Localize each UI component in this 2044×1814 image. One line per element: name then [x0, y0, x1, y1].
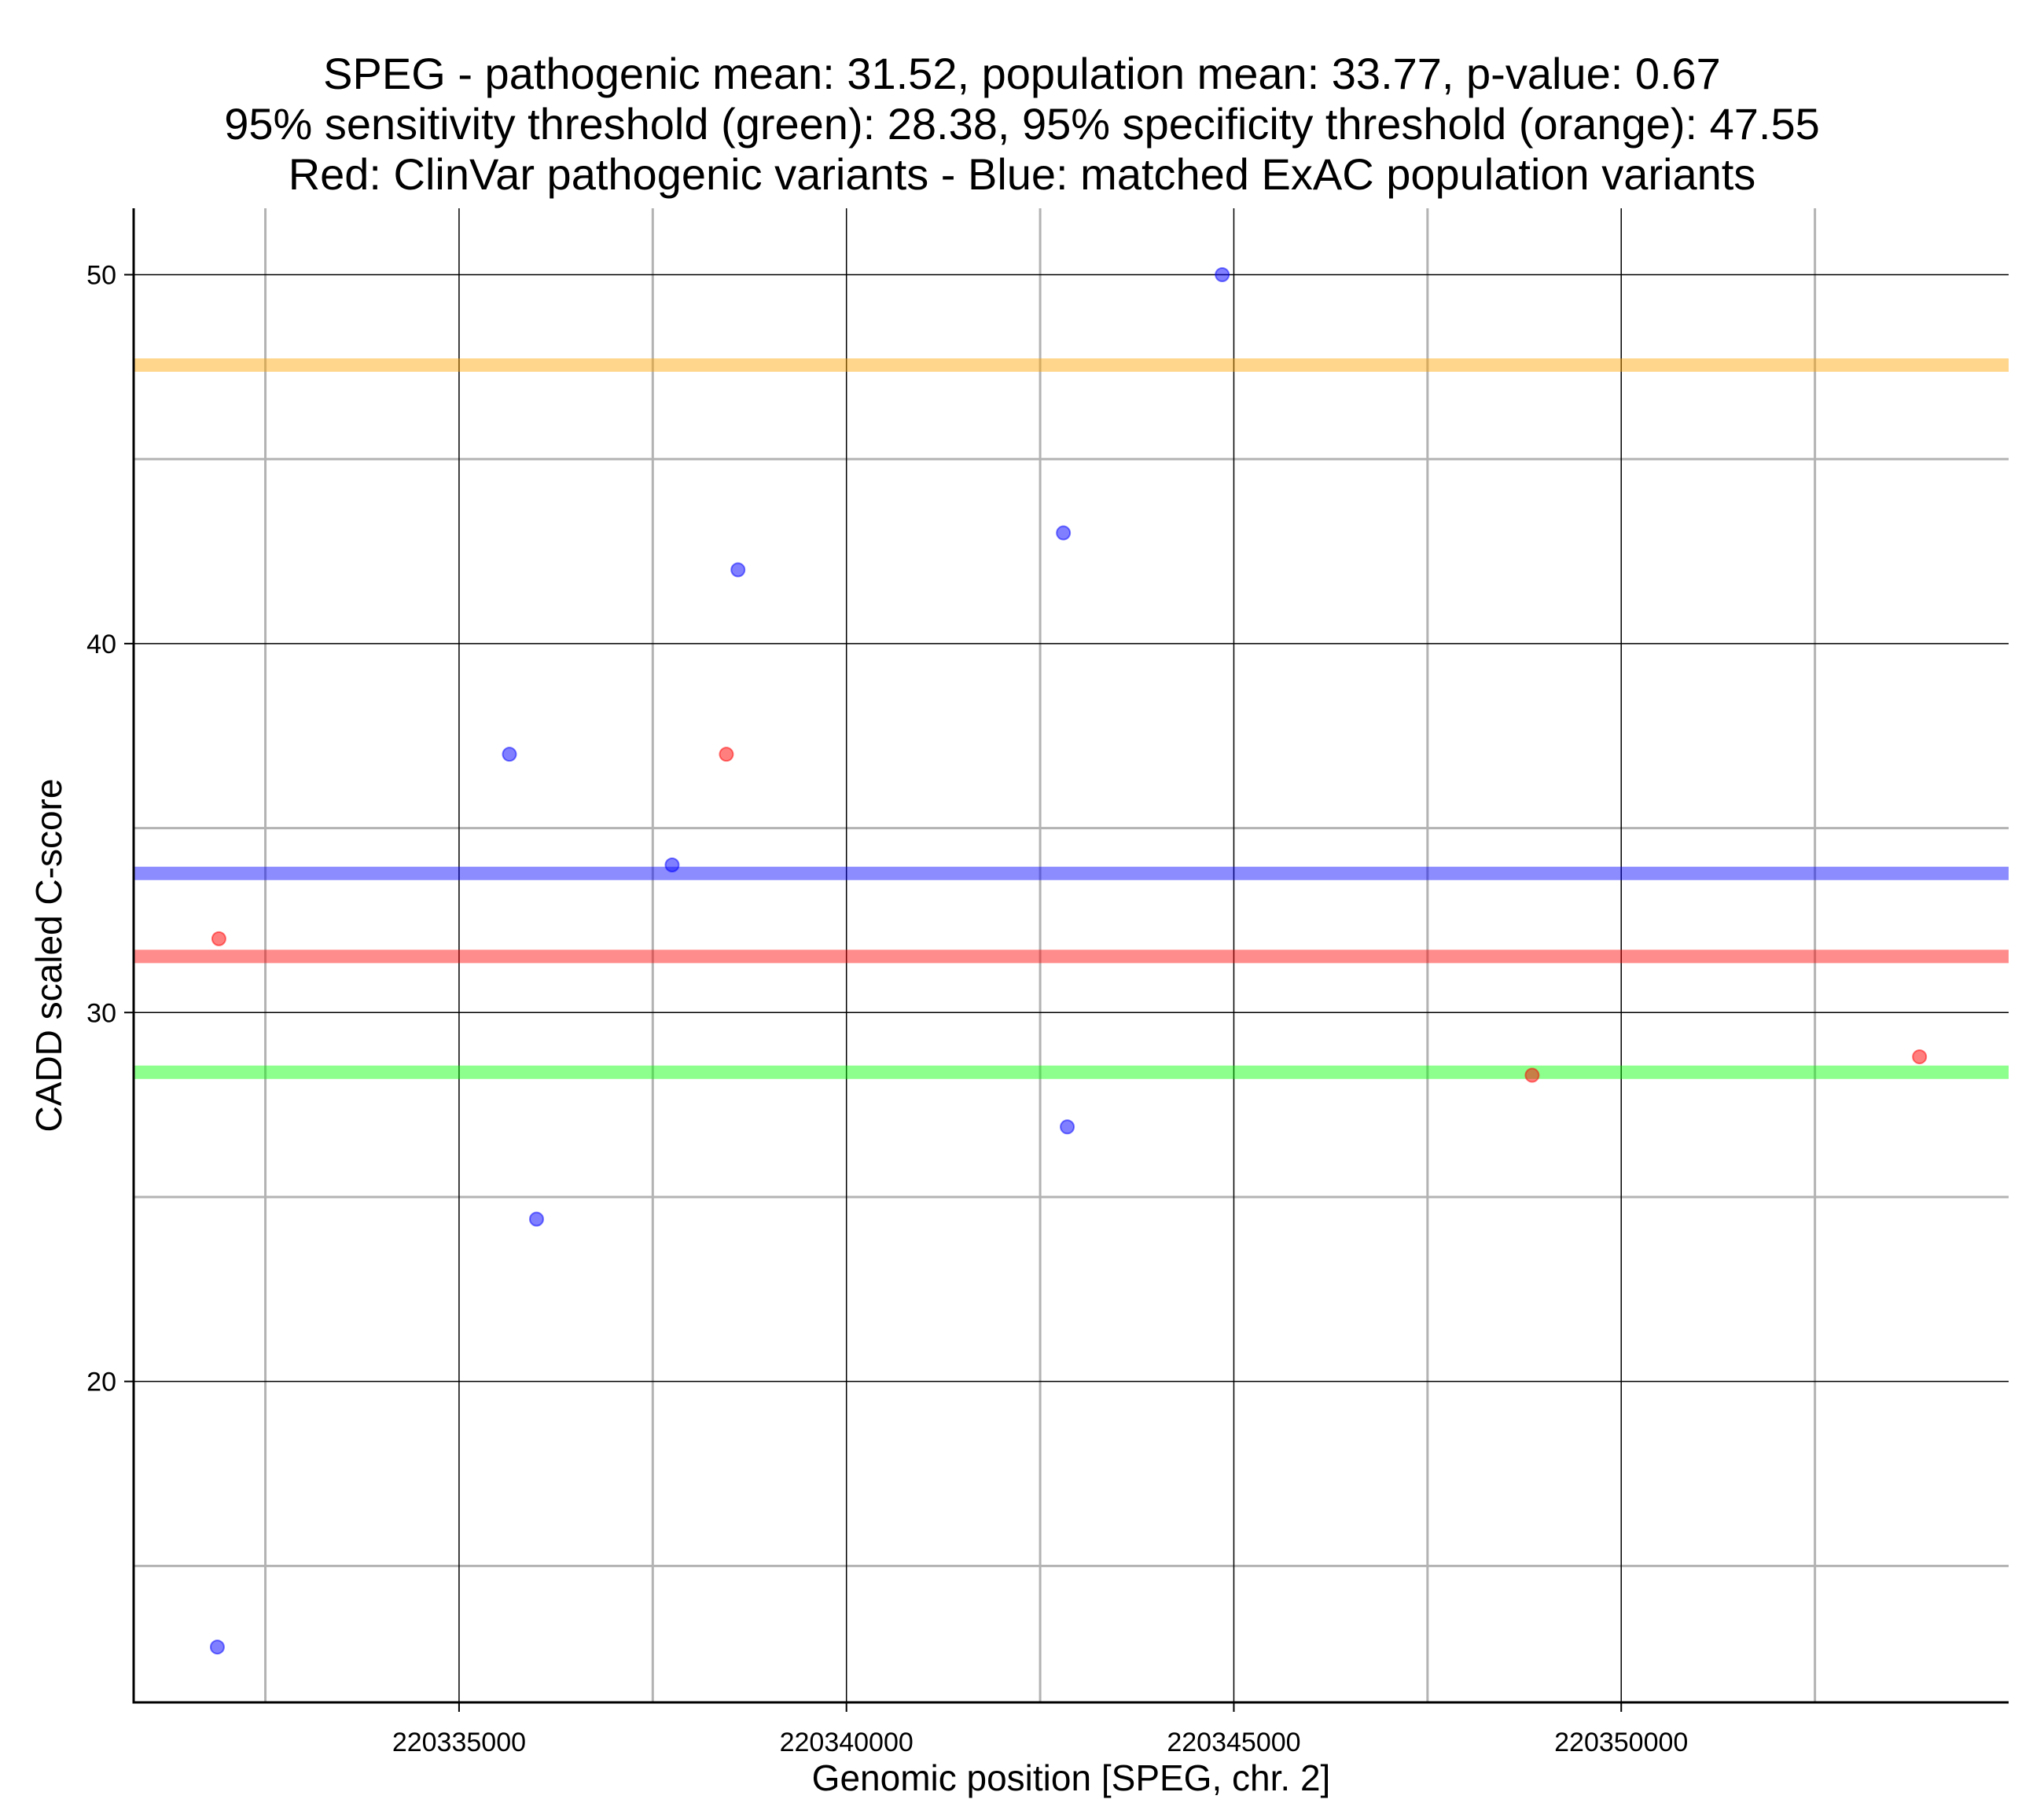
y-tick-label: 20 — [86, 1368, 116, 1397]
tick-labels: 220335000 220340000 220345000 220350000 20 30… — [86, 260, 1688, 1757]
x-axis-title: Genomic position [SPEG, chr. 2] — [812, 1757, 1331, 1798]
x-tick-label: 220335000 — [392, 1728, 526, 1757]
pathogenic-point — [1524, 1067, 1540, 1083]
title-line-1: SPEG - pathogenic mean: 31.52, populatio… — [323, 49, 1721, 98]
y-axis-title: CADD scaled C-score — [28, 779, 69, 1133]
y-tick-label: 30 — [86, 998, 116, 1028]
chart-title: SPEG - pathogenic mean: 31.52, populatio… — [0, 49, 2044, 200]
y-tick-label: 50 — [86, 260, 116, 290]
pathogenic-point — [719, 747, 734, 762]
pathogenic-point — [211, 931, 226, 946]
y-tick-label: 40 — [86, 630, 116, 659]
population-point — [528, 1211, 544, 1227]
major-gridlines — [134, 208, 2009, 1702]
population-point — [1060, 1119, 1075, 1135]
x-tick-label: 220345000 — [1167, 1728, 1300, 1757]
axes — [124, 208, 2009, 1712]
title-line-2: 95% sensitivity threshold (green): 28.38… — [224, 99, 1820, 149]
x-tick-label: 220350000 — [1554, 1728, 1688, 1757]
population-point — [730, 562, 746, 578]
population-point — [1056, 525, 1072, 541]
population-point — [664, 857, 680, 873]
minor-gridlines — [134, 208, 2009, 1702]
population-point — [1215, 266, 1230, 282]
data-points — [209, 266, 1928, 1655]
reference-lines — [134, 358, 2009, 1079]
pathogenic-point — [1912, 1049, 1928, 1065]
title-line-3: Red: ClinVar pathogenic variants - Blue:… — [288, 149, 1756, 199]
population-point — [209, 1640, 225, 1655]
x-tick-label: 220340000 — [780, 1728, 914, 1757]
population-point — [502, 747, 517, 762]
